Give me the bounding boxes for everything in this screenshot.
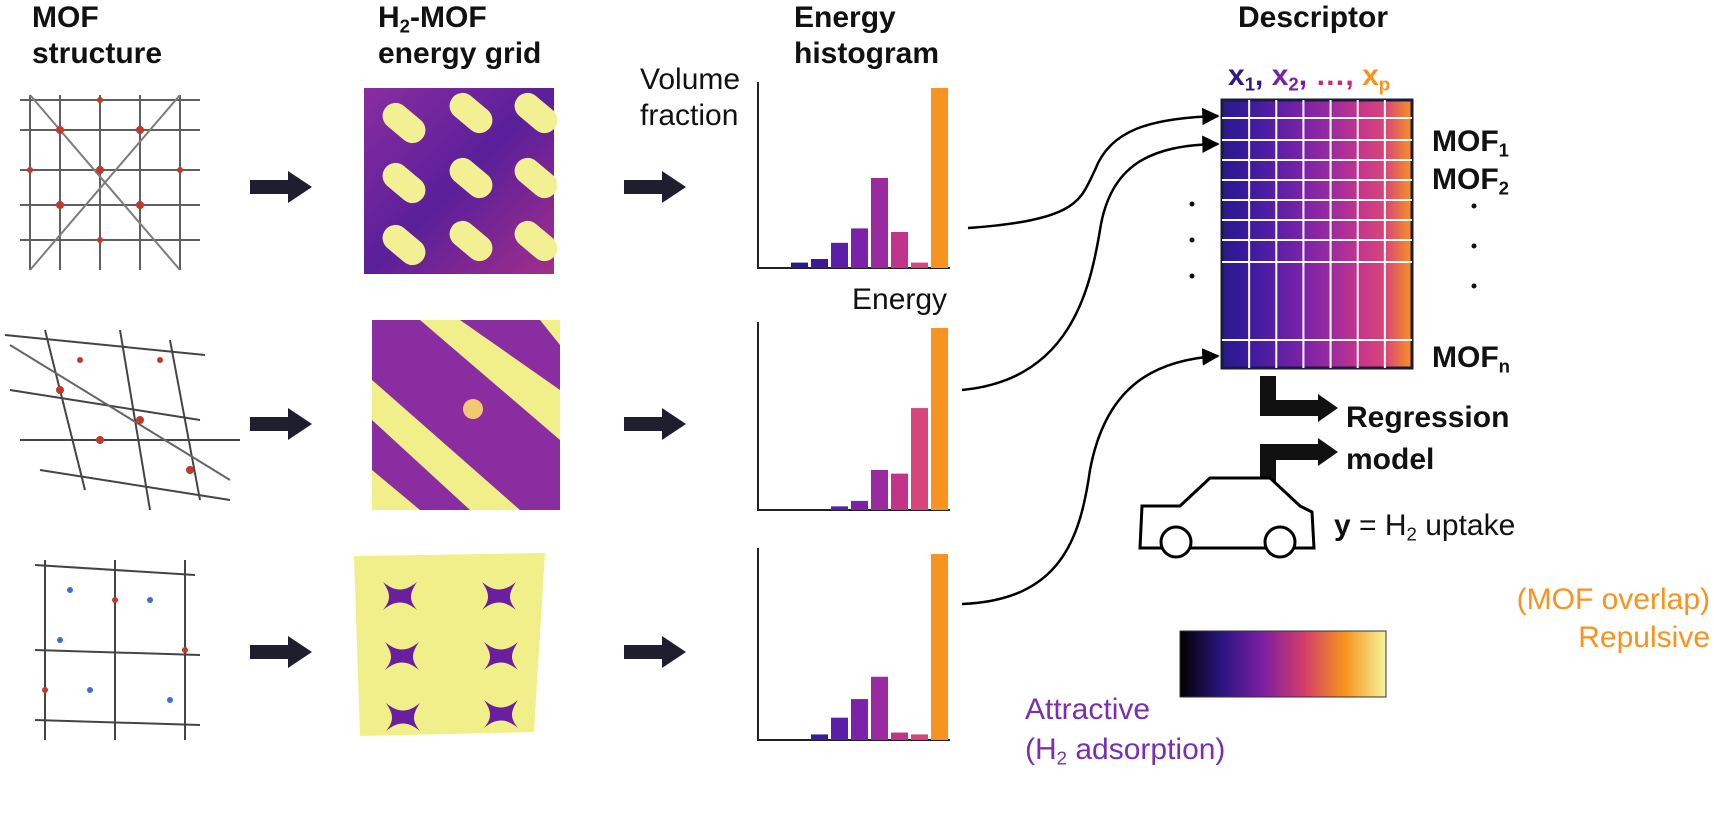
feature-label: …, bbox=[1315, 59, 1363, 92]
header-line: structure bbox=[32, 37, 163, 70]
header-histogram: Energy histogram bbox=[794, 0, 994, 72]
histogram-bar bbox=[811, 259, 828, 268]
colorbar-label-attractive: Attractive bbox=[1025, 693, 1151, 726]
header-line: histogram bbox=[794, 37, 940, 70]
histogram-3 bbox=[757, 548, 950, 741]
histogram-bar bbox=[891, 473, 908, 510]
connector-arrows bbox=[961, 107, 1220, 606]
colorbar-label-repulsive: Repulsive bbox=[1578, 621, 1710, 654]
histogram-bar bbox=[871, 676, 888, 740]
block-arrow bbox=[250, 636, 312, 668]
header-line: Energy bbox=[794, 1, 896, 34]
header-descriptor: Descriptor bbox=[1238, 1, 1389, 34]
histogram-bar bbox=[931, 554, 948, 740]
histogram-bar bbox=[931, 328, 948, 510]
histogram-bar bbox=[891, 232, 908, 268]
header-line: energy grid bbox=[378, 37, 542, 70]
connector-1 bbox=[967, 107, 1220, 230]
histogram-bar bbox=[911, 408, 928, 510]
block-arrow bbox=[624, 408, 686, 440]
histogram-bar bbox=[851, 228, 868, 268]
header-line: H2-MOF bbox=[378, 1, 487, 37]
mof-row-1: MOF1 bbox=[1432, 125, 1509, 161]
regression-arrowhead-2 bbox=[1318, 438, 1338, 466]
colorbar bbox=[1179, 630, 1387, 698]
feature-labels: x1, x2, …, xp bbox=[1228, 58, 1390, 94]
block-arrows bbox=[250, 171, 686, 668]
car-icon bbox=[1138, 476, 1316, 559]
histogram-bar bbox=[871, 469, 888, 510]
regression-model-label: Regression model bbox=[1346, 400, 1509, 478]
histogram-bar bbox=[831, 242, 848, 268]
histogram-bar bbox=[851, 500, 868, 510]
feature-label: x1, bbox=[1228, 59, 1272, 95]
histogram-xlabel: Energy bbox=[852, 283, 948, 316]
block-arrow bbox=[624, 171, 686, 203]
connector-n bbox=[961, 348, 1220, 606]
mof-structure-2 bbox=[4, 329, 240, 511]
histogram-bar bbox=[891, 732, 908, 740]
connector-2 bbox=[961, 135, 1220, 392]
histogram-2 bbox=[757, 322, 950, 511]
regression-line: Regression bbox=[1346, 401, 1510, 434]
mof-structure-3 bbox=[34, 560, 201, 740]
histogram-bar bbox=[791, 262, 808, 268]
histogram-bar bbox=[911, 734, 928, 740]
header-mof-structure: MOF structure bbox=[32, 0, 232, 72]
ylabel-line: fraction bbox=[640, 99, 739, 132]
mof-structure-1 bbox=[20, 94, 200, 271]
regression-line: model bbox=[1346, 443, 1435, 476]
regression-arrowhead-1 bbox=[1318, 394, 1338, 422]
histograms bbox=[757, 82, 950, 741]
histogram-bar bbox=[831, 506, 848, 510]
mof-row-2: MOF2 bbox=[1432, 163, 1509, 199]
ylabel-line: Volume bbox=[640, 63, 741, 96]
histogram-bar bbox=[811, 734, 828, 740]
energy-grid-2 bbox=[372, 320, 560, 510]
energy-grid-3 bbox=[354, 553, 545, 736]
colorbar-label-adsorption: (H2 adsorption) bbox=[1025, 733, 1226, 769]
histogram-bar bbox=[851, 699, 868, 740]
block-arrow bbox=[250, 171, 312, 203]
mof-row-n: MOFn bbox=[1432, 341, 1511, 377]
energy-grid-1 bbox=[364, 88, 558, 274]
histogram-bar bbox=[931, 88, 948, 268]
descriptor-matrix bbox=[1220, 98, 1414, 370]
target-label: y = H2 uptake bbox=[1334, 509, 1516, 545]
block-arrow bbox=[624, 636, 686, 668]
feature-label: xp bbox=[1362, 59, 1391, 95]
histogram-bar bbox=[831, 717, 848, 740]
ellipsis-dots bbox=[1189, 201, 1477, 289]
histogram-bar bbox=[911, 262, 928, 268]
histogram-bar bbox=[871, 178, 888, 268]
histogram-ylabel: Volume fraction bbox=[640, 62, 740, 134]
regression-arrows bbox=[1260, 376, 1320, 482]
block-arrow bbox=[250, 408, 312, 440]
colorbar-label-overlap: (MOF overlap) bbox=[1516, 583, 1710, 616]
feature-label: x2, bbox=[1271, 59, 1316, 95]
header-line: MOF bbox=[32, 1, 99, 34]
header-energy-grid: H2-MOF energy grid bbox=[378, 0, 618, 72]
histogram-1 bbox=[757, 82, 950, 269]
